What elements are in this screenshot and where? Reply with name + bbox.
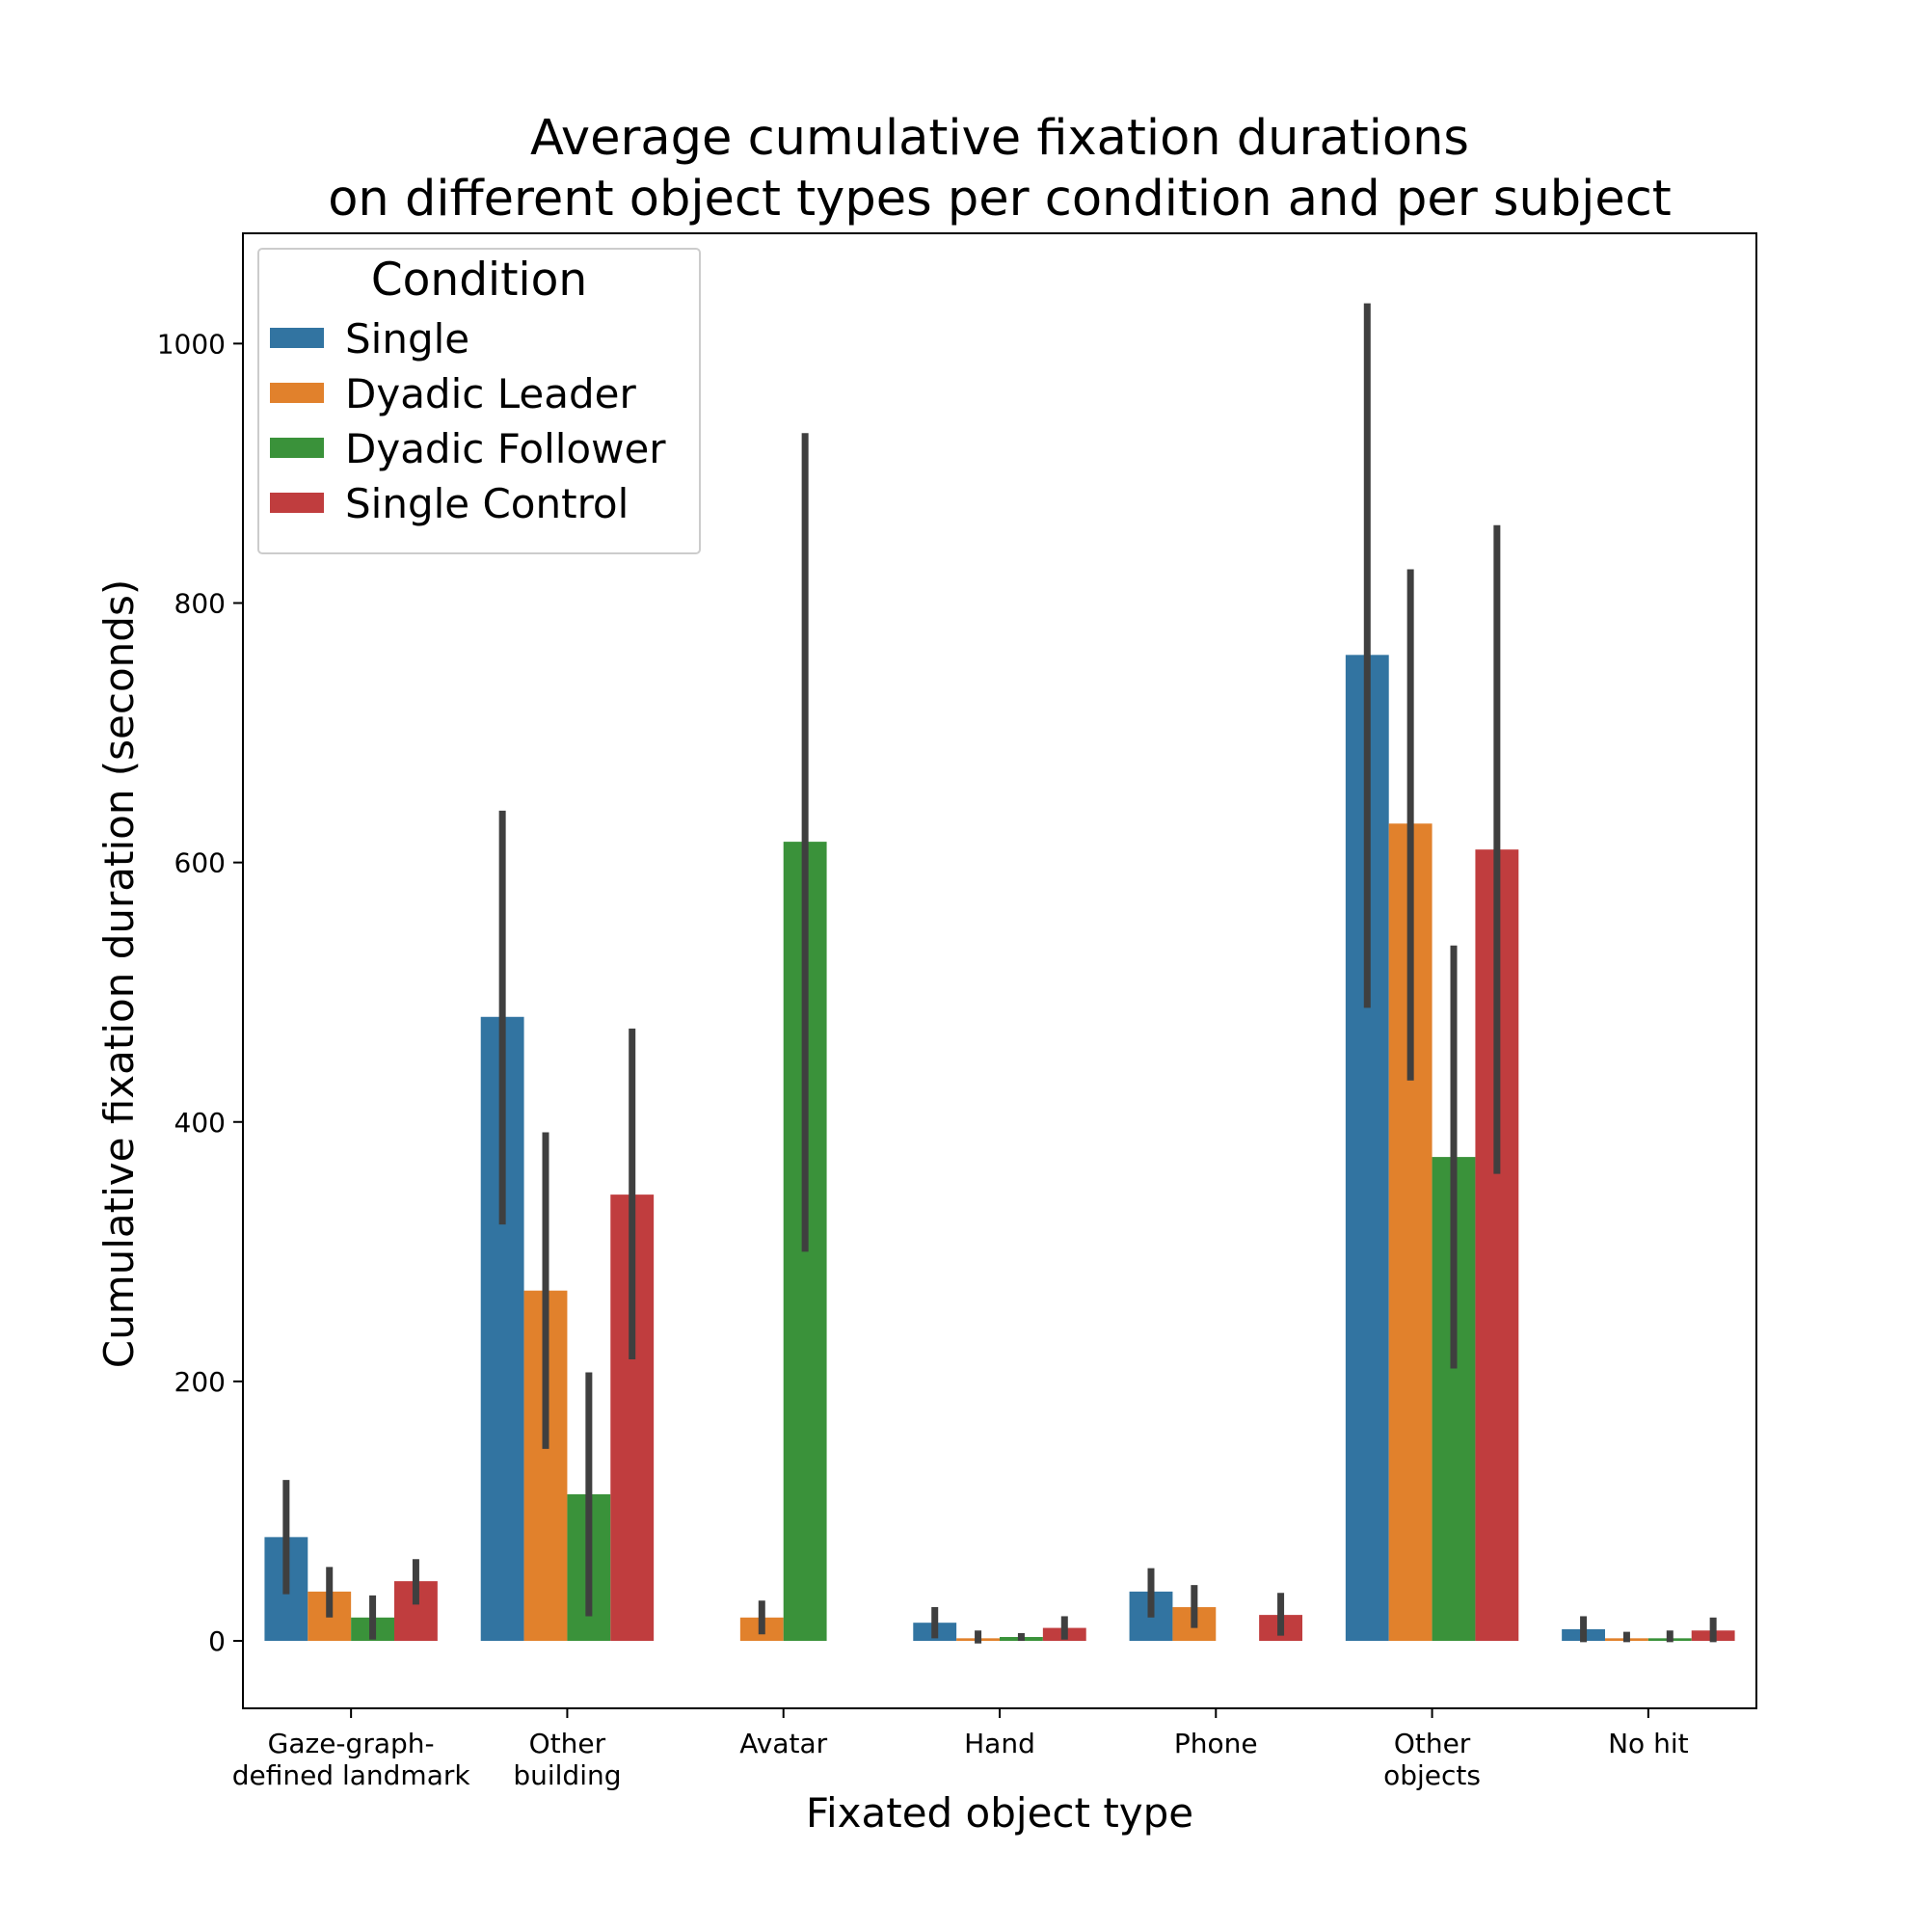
x-tick-label-line: Gaze-graph-: [268, 1728, 435, 1759]
legend-swatch: [270, 438, 324, 458]
y-tick-label: 200: [174, 1366, 226, 1398]
legend-swatch: [270, 493, 324, 513]
legend: Condition Single Dyadic Leader Dyadic Follo…: [257, 248, 701, 554]
legend-box: [257, 248, 701, 554]
x-tick-label-line: No hit: [1608, 1728, 1689, 1759]
x-tick-label-line: defined landmark: [232, 1759, 471, 1791]
x-tick-label: Hand: [964, 1728, 1035, 1759]
legend-title: Condition: [371, 254, 587, 307]
x-tick-label-line: Phone: [1174, 1728, 1258, 1759]
x-tick-label-line: objects: [1383, 1759, 1481, 1791]
legend-label: Single: [345, 315, 469, 362]
x-axis-label: Fixated object type: [806, 1789, 1193, 1837]
x-tick-label: Gaze-graph-defined landmark: [232, 1728, 471, 1791]
chart-title: Average cumulative fixation durations on…: [328, 110, 1672, 228]
x-tick-label: Other objects: [1383, 1728, 1481, 1791]
x-tick-label-line: Other: [1394, 1728, 1471, 1759]
y-axis-label: Cumulative fixation duration (seconds): [95, 579, 143, 1368]
x-tick-label-line: Avatar: [739, 1728, 827, 1759]
x-tick-label-line: Hand: [964, 1728, 1035, 1759]
x-tick-label: No hit: [1608, 1728, 1689, 1759]
x-tick-label-line: Other: [529, 1728, 606, 1759]
chart-title-line-1: Average cumulative fixation durations: [530, 110, 1469, 167]
x-tick-label: Other building: [513, 1728, 621, 1791]
x-tick-label: Phone: [1174, 1728, 1258, 1759]
chart-title-line-2: on different object types per condition …: [328, 171, 1672, 228]
legend-swatch: [270, 383, 324, 403]
y-tick-label: 600: [174, 847, 226, 879]
x-tick-label: Avatar: [739, 1728, 827, 1759]
y-tick-label: 0: [208, 1625, 226, 1657]
legend-label: Single Control: [345, 480, 629, 527]
y-tick-label: 1000: [157, 328, 226, 360]
legend-label: Dyadic Leader: [345, 370, 636, 417]
y-tick-label: 800: [174, 588, 226, 620]
legend-label: Dyadic Follower: [345, 425, 666, 472]
y-tick-label: 400: [174, 1107, 226, 1139]
x-tick-label-line: building: [513, 1759, 621, 1791]
legend-swatch: [270, 328, 324, 348]
